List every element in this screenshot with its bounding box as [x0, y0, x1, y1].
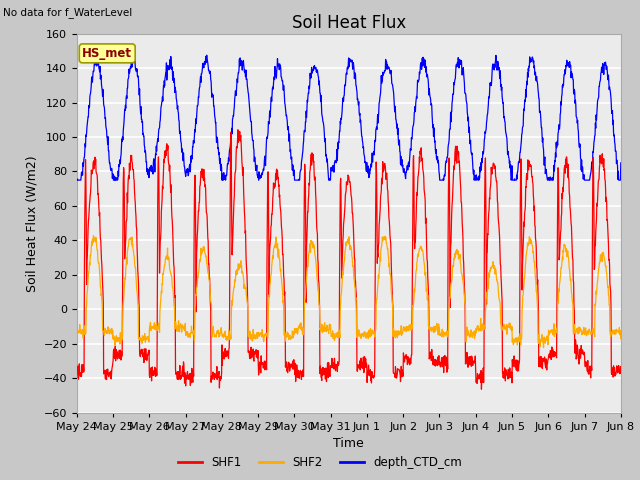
depth_CTD_cm: [316, 78, 323, 84]
SHF2: [540, 345, 547, 350]
SHF1: [73, 374, 81, 380]
Y-axis label: Soil Heat Flux (W/m2): Soil Heat Flux (W/m2): [25, 155, 38, 291]
depth_CTD_cm: [73, 177, 81, 183]
Text: HS_met: HS_met: [82, 47, 132, 60]
X-axis label: Time: Time: [333, 437, 364, 450]
SHF2: [325, 324, 333, 330]
depth_CTD_cm: [203, 52, 211, 58]
SHF2: [73, 328, 81, 334]
SHF2: [115, 339, 123, 345]
SHF2: [316, 303, 323, 309]
depth_CTD_cm: [383, 60, 390, 66]
SHF1: [304, 209, 312, 215]
SHF1: [617, 370, 625, 376]
Line: SHF2: SHF2: [77, 236, 621, 348]
depth_CTD_cm: [325, 176, 333, 181]
depth_CTD_cm: [115, 162, 123, 168]
SHF1: [477, 386, 485, 392]
SHF1: [383, 170, 390, 176]
Line: depth_CTD_cm: depth_CTD_cm: [77, 55, 621, 180]
depth_CTD_cm: [304, 93, 312, 99]
Title: Soil Heat Flux: Soil Heat Flux: [292, 14, 406, 32]
SHF2: [383, 240, 390, 246]
SHF2: [617, 336, 625, 342]
depth_CTD_cm: [617, 160, 625, 166]
Legend: SHF1, SHF2, depth_CTD_cm: SHF1, SHF2, depth_CTD_cm: [173, 452, 467, 474]
SHF1: [325, 368, 333, 374]
SHF1: [137, 351, 145, 357]
Text: No data for f_WaterLevel: No data for f_WaterLevel: [3, 7, 132, 18]
SHF2: [90, 233, 97, 239]
Line: SHF1: SHF1: [77, 130, 621, 389]
SHF1: [115, 352, 123, 358]
SHF1: [316, 288, 323, 293]
SHF1: [234, 127, 242, 132]
SHF2: [304, 264, 312, 269]
SHF2: [138, 337, 145, 343]
depth_CTD_cm: [137, 104, 145, 109]
